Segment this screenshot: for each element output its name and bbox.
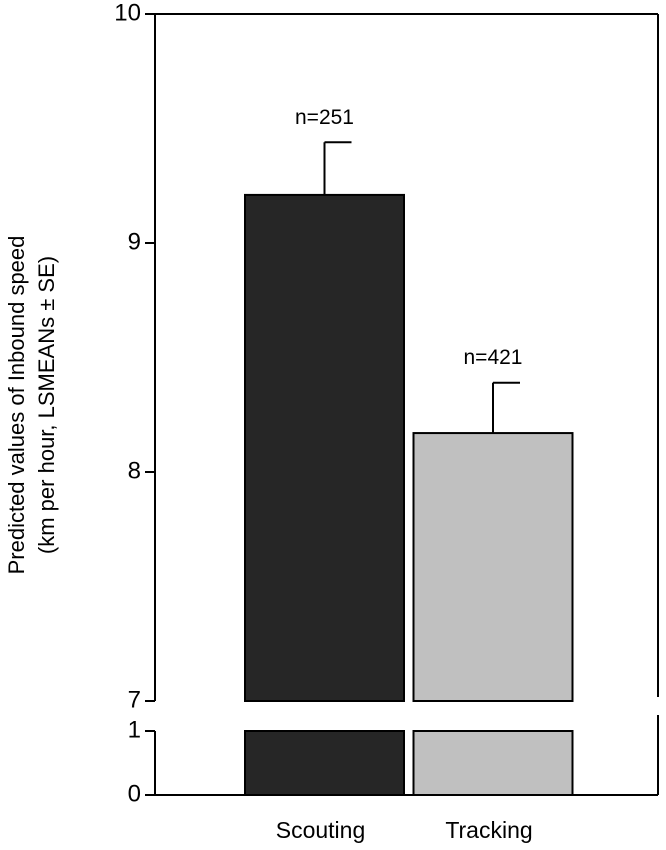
y-tick-label: 0 xyxy=(128,780,141,807)
y-axis-label: Predicted values of Inbound speed (km per… xyxy=(4,236,59,575)
bar xyxy=(412,432,574,702)
bar xyxy=(244,193,405,702)
y-tick-label: 9 xyxy=(128,228,141,255)
y-tick-label: 7 xyxy=(128,686,141,713)
bar-lower xyxy=(244,730,405,796)
bar-lower xyxy=(412,730,574,796)
x-tick-label: Scouting xyxy=(276,817,366,843)
y-axis-label-line: (km per hour, LSMEANs ± SE) xyxy=(34,256,59,554)
x-tick-label: Tracking xyxy=(445,817,532,843)
y-tick-label: 8 xyxy=(128,457,141,484)
y-axis-label-line: Predicted values of Inbound speed xyxy=(4,236,29,575)
y-tick-label: 1 xyxy=(128,716,141,743)
annotation: n=251 xyxy=(295,106,354,129)
annotation: n=421 xyxy=(464,346,523,369)
y-tick-label: 10 xyxy=(114,0,141,26)
